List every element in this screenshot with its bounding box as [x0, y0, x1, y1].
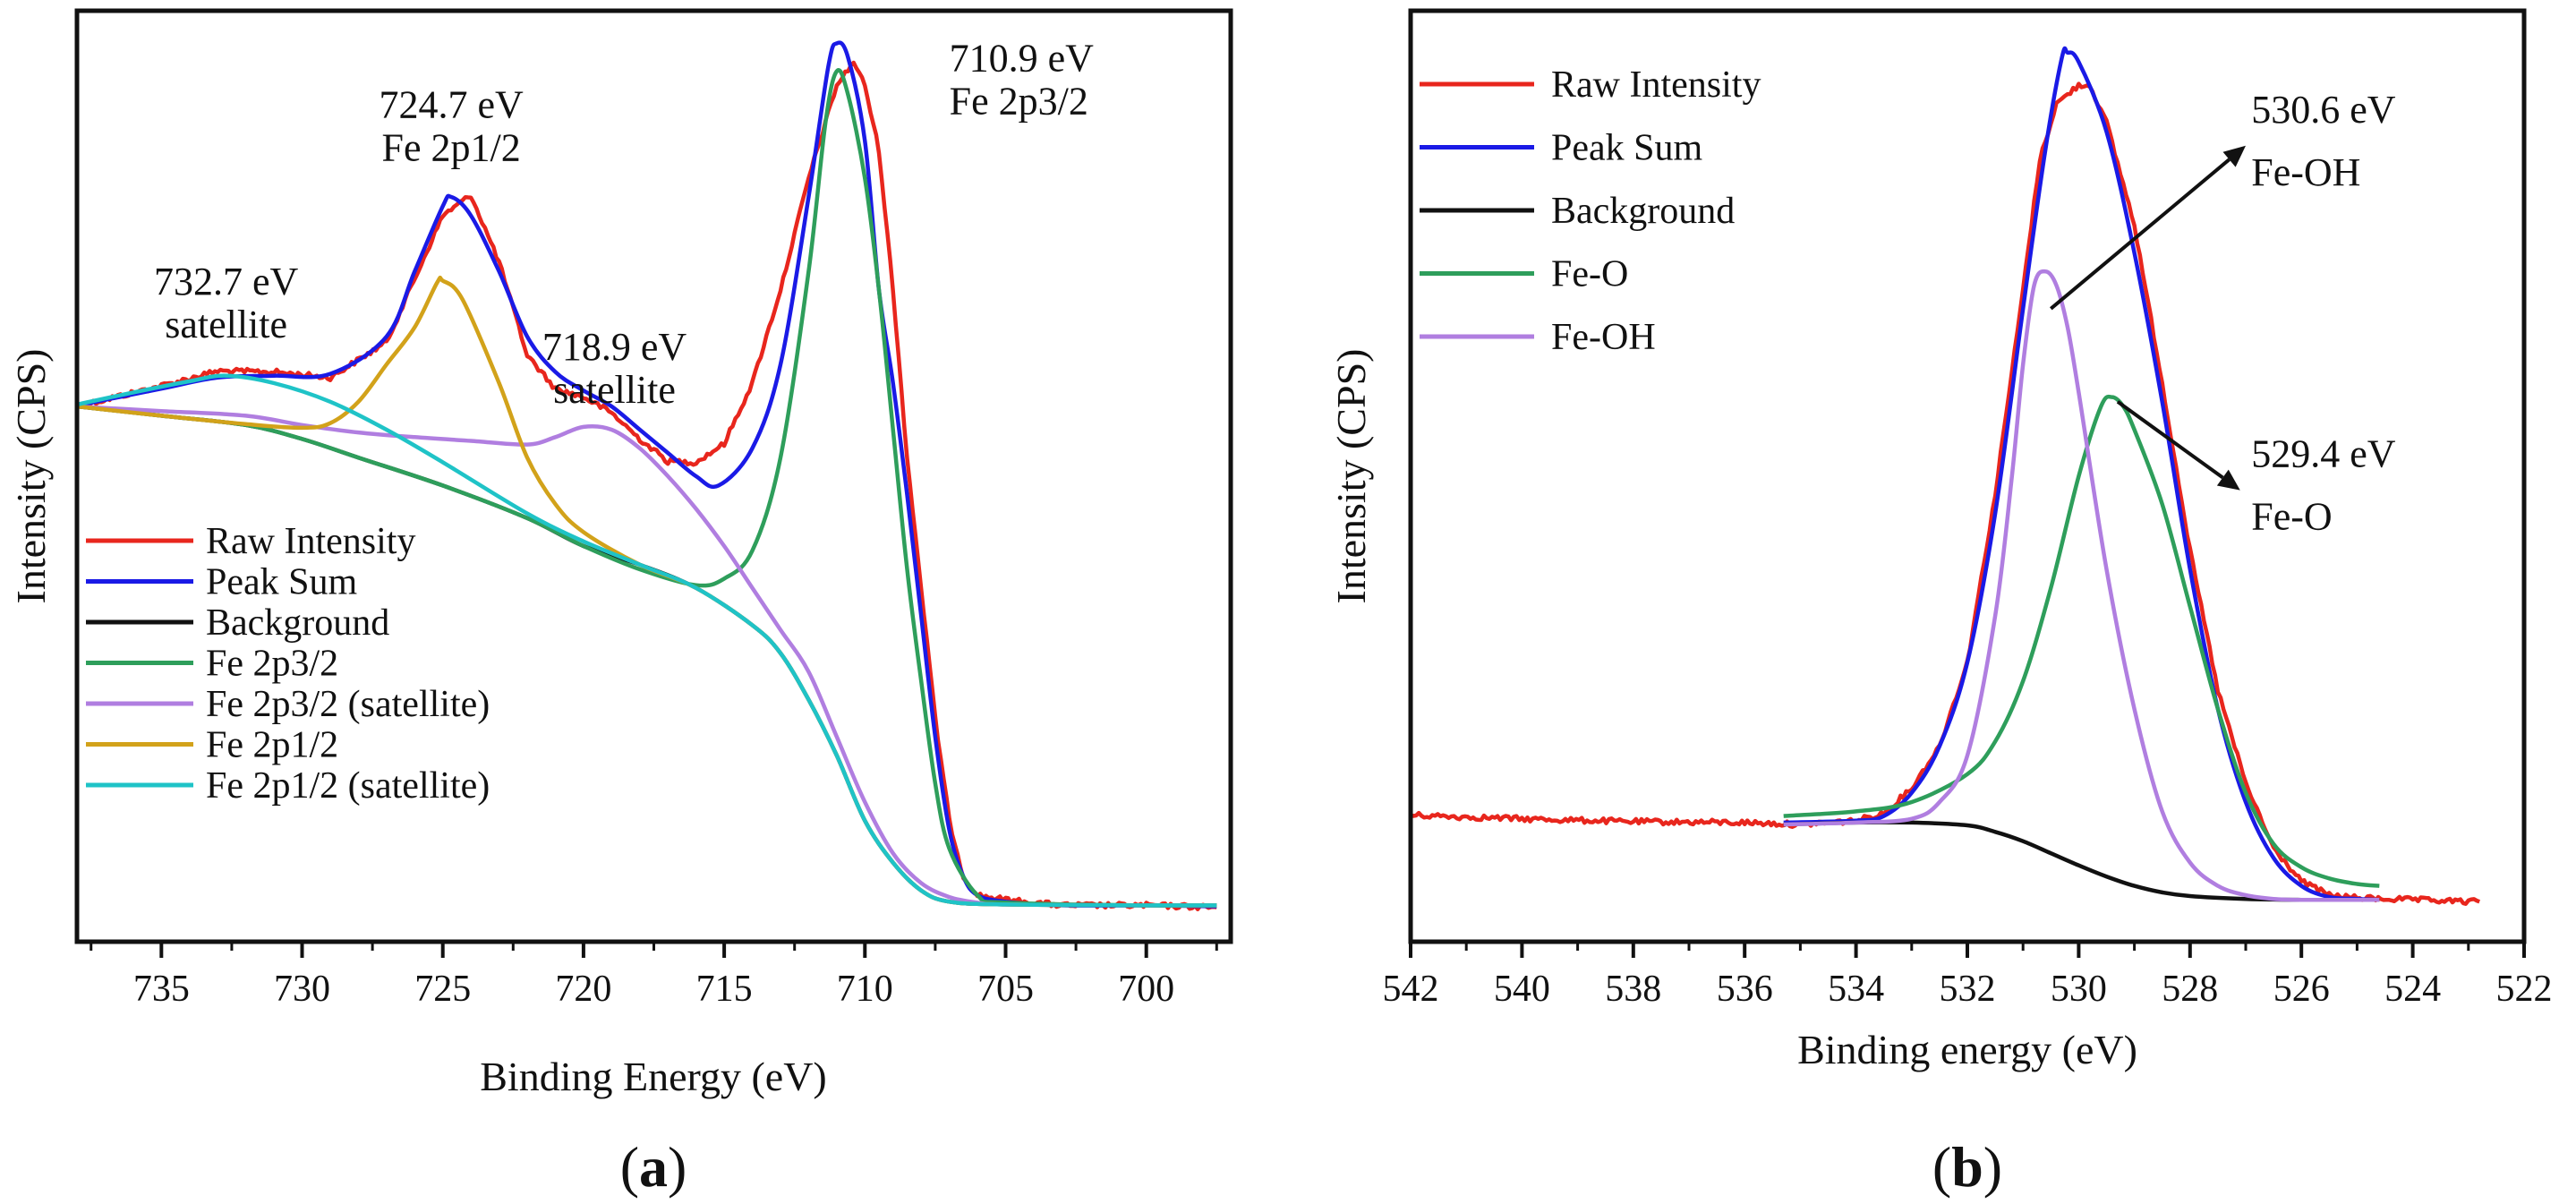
panel-a-legend-label: Fe 2p1/2: [206, 725, 338, 766]
panel-b-xtick-label: 528: [2162, 969, 2218, 1010]
panel-a-series-peak-sum: [76, 40, 1217, 909]
panel-a-legend-label: Fe 2p1/2 (satellite): [206, 765, 490, 807]
panel-b-xtick-label: 542: [1383, 969, 1439, 1010]
panel-a: 735 730 725 720 715 710 705 700 Binding Energy …: [8, 8, 1233, 1199]
panel-a-xtick-label: 730: [274, 969, 330, 1010]
panel-a-xticks: 735 730 725 720 715 710 705 700: [90, 942, 1218, 1010]
panel-a-xtick-label: 710: [837, 969, 893, 1010]
panel-b-legend-label: Raw Intensity: [1551, 64, 1761, 106]
panel-b-xlabel: Binding energy (eV): [1797, 1027, 2137, 1072]
panel-a-legend-label: Peak Sum: [206, 562, 358, 603]
panel-a-legend-label: Fe 2p3/2 (satellite): [206, 684, 490, 725]
panel-b-annotation-text: Fe-O: [2251, 495, 2332, 539]
panel-b-series-background: [1783, 820, 2380, 902]
panel-b-legend-label: Peak Sum: [1551, 128, 1703, 169]
panel-a-annotation-text: 724.7 eV: [379, 83, 524, 127]
panel-a-annotation-text: satellite: [165, 303, 287, 346]
panel-a-annotation-text: 710.9 eV: [950, 37, 1095, 81]
panel-b-xtick-label: 536: [1717, 969, 1773, 1010]
panel-b-xtick-label: 532: [1940, 969, 1996, 1010]
panel-b-arrow-head: [2216, 469, 2240, 491]
panel-b-legend: Raw Intensity Peak Sum Background Fe-O Fe-OH: [1420, 64, 1761, 358]
panel-b: 542 540 538 536 534 532 530 528 526 524 522 Bindin…: [1328, 8, 2553, 1199]
panel-a-series: [75, 40, 1217, 911]
panel-a-annotation-text: Fe 2p1/2: [382, 126, 521, 170]
panel-a-xtick-label: 725: [414, 969, 471, 1010]
panel-b-xtick-label: 538: [1605, 969, 1661, 1010]
panel-b-annotations: 530.6 eV Fe-OH 529.4 eV Fe-O: [2050, 88, 2396, 539]
panel-a-xlabel: Binding Energy (eV): [480, 1054, 827, 1099]
panel-a-xtick-label: 720: [555, 969, 611, 1010]
panel-a-legend-label: Background: [206, 602, 389, 644]
panel-b-legend-label: Background: [1551, 191, 1735, 232]
panel-a-xtick-label: 705: [977, 969, 1034, 1010]
panel-b-xtick-label: 534: [1828, 969, 1884, 1010]
panel-a-xtick-label: 735: [133, 969, 190, 1010]
panel-a-legend-label: Raw Intensity: [206, 521, 415, 562]
panel-b-ylabel: Intensity (CPS): [1328, 349, 1374, 604]
panel-a-annotation-text: 732.7 eV: [154, 260, 299, 303]
panel-a-xtick-label: 700: [1118, 969, 1174, 1010]
panel-b-annotation-text: 530.6 eV: [2251, 88, 2396, 132]
panel-b-arrow-line: [2050, 158, 2231, 311]
panel-b-xtick-label: 540: [1494, 969, 1550, 1010]
panel-b-xtick-label: 524: [2384, 969, 2441, 1010]
panel-a-series-fe-2p3-2-satellite: [76, 404, 1217, 908]
panel-a-xtick-label: 715: [696, 969, 753, 1010]
panel-b-arrow-line: [2116, 400, 2224, 480]
panel-b-xticks: 542 540 538 536 534 532 530 528 526 524 522: [1383, 942, 2553, 1010]
panel-b-annotation-text: Fe-OH: [2251, 150, 2360, 194]
panel-a-legend-label: Fe 2p3/2: [206, 644, 338, 685]
panel-b-xtick-label: 530: [2051, 969, 2107, 1010]
panel-a-series-fe-2p1-2-satellite: [76, 373, 1217, 908]
panel-b-annotation-text: 529.4 eV: [2251, 432, 2396, 476]
panel-b-xtick-label: 526: [2273, 969, 2330, 1010]
panel-b-series-fe-oh: [1783, 269, 2380, 902]
panel-b-series: [1410, 46, 2481, 906]
panel-a-annotation-text: 718.9 eV: [542, 325, 687, 369]
panel-b-label: (b): [1932, 1135, 2002, 1199]
panel-b-xtick-label: 522: [2496, 969, 2553, 1010]
panel-b-series-peak-sum: [1783, 46, 2380, 902]
panel-a-annotation-text: Fe 2p3/2: [950, 80, 1088, 124]
panel-a-ylabel: Intensity (CPS): [8, 349, 54, 604]
panel-a-series-fe-2p3-2: [76, 68, 1217, 908]
panel-a-label: (a): [620, 1135, 687, 1199]
panel-b-arrow-head: [2222, 145, 2246, 167]
panel-b-legend-label: Fe-OH: [1551, 317, 1656, 358]
panel-a-annotation-text: satellite: [553, 368, 676, 412]
panel-b-legend-label: Fe-O: [1551, 254, 1628, 295]
